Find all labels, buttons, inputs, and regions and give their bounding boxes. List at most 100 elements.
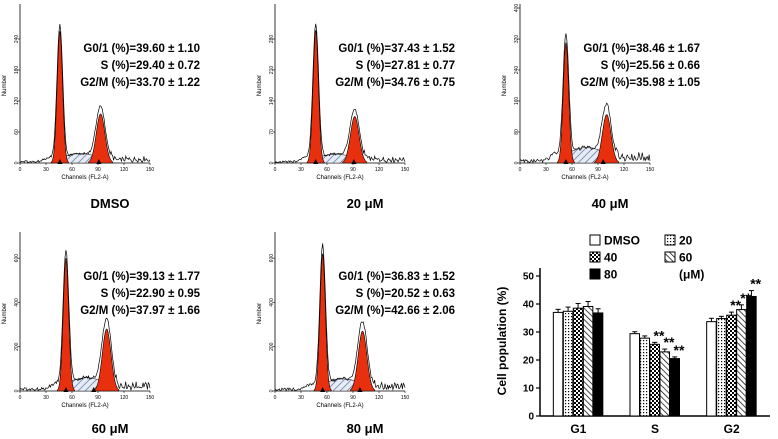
x-tick-label: 0 [19, 395, 22, 401]
gate-marker-triangle [351, 159, 357, 164]
y-tick-label: 240 [14, 35, 20, 44]
legend-swatch [589, 251, 601, 263]
x-category-label: G1 [570, 422, 586, 436]
histogram-svg: 0 200 400 600 0 30 60 90 120 150 Channels (FL2-A) N… [257, 232, 455, 409]
significance-star: ** [674, 342, 685, 358]
legend-unit: (μM) [679, 268, 704, 282]
legend-swatch [589, 268, 601, 280]
histogram-svg: 0 200 400 600 0 30 60 90 120 150 Channels (FL2-A) N… [2, 232, 201, 409]
phase-stat-label: G2/M (%)=33.70 ± 1.22 [80, 77, 200, 89]
phase-stat-label: G2/M (%)=42.66 ± 2.06 [335, 305, 455, 317]
y-tick-label: 140 [269, 97, 275, 106]
y-tick-label: 240 [514, 66, 520, 75]
x-tick-label: 30 [298, 167, 304, 173]
y-tick-label: 210 [269, 66, 275, 75]
x-tick-label: 90 [95, 395, 101, 401]
y-tick-label: 10 [523, 384, 535, 395]
phase-stat-label: S (%)=20.52 ± 0.63 [356, 288, 455, 300]
x-tick-label: 60 [569, 167, 575, 173]
histogram-svg: 0 60 120 180 240 0 30 60 90 120 150 Channels (FL2-A… [2, 4, 200, 181]
x-axis-label: Channels (FL2-A) [316, 403, 363, 409]
x-tick-label: 30 [543, 167, 549, 173]
y-tick-label: 40 [523, 300, 535, 311]
histogram-panel-80um: 0 200 400 600 0 30 60 90 120 150 Channels (FL2-A) N… [255, 228, 485, 439]
bar-chart-panel: 0 10 20 30 40 50 Cell population (%) G1 S G2 ** ** *… [490, 226, 778, 439]
y-axis-label: Number [2, 303, 8, 324]
phase-stat-label: G0/1 (%)=36.83 ± 1.52 [338, 271, 455, 283]
bar [639, 337, 650, 417]
bar [746, 295, 757, 417]
x-tick-label: 150 [401, 167, 410, 173]
g2-peak-fill [94, 328, 120, 392]
phase-stat-label: G0/1 (%)=37.43 ± 1.52 [338, 43, 455, 55]
y-tick-label: 600 [14, 254, 20, 263]
histogram-svg: 0 70 140 210 280 0 30 60 90 120 150 Channels (FL2-A… [257, 4, 456, 181]
y-axis-label: Number [502, 75, 508, 96]
phase-stat-label: G2/M (%)=35.98 ± 1.05 [580, 77, 700, 89]
x-tick-label: 120 [120, 395, 129, 401]
significance-star: ** [740, 290, 751, 306]
g2-peak-fill [350, 330, 375, 392]
g1-peak-fill [50, 31, 69, 164]
phase-stat-label: S (%)=22.90 ± 0.95 [101, 288, 201, 300]
histogram-panel-40um: 0 80 160 240 320 400 0 30 60 90 120 150 Channels (FL… [500, 0, 730, 215]
y-tick-label: 0 [514, 161, 520, 164]
x-tick-label: 150 [146, 167, 155, 173]
raw-histogram-line [19, 250, 151, 392]
y-axis-label: Number [257, 75, 263, 96]
x-tick-label: 150 [646, 167, 655, 173]
x-category-label: G2 [724, 422, 740, 436]
raw-histogram-line [274, 243, 406, 392]
phase-stat-label: G2/M (%)=34.76 ± 0.75 [335, 77, 455, 89]
x-tick-label: 120 [375, 167, 384, 173]
y-tick-label: 320 [514, 35, 520, 44]
panel-caption: 80 μM [346, 421, 384, 436]
y-tick-label: 120 [14, 97, 20, 106]
x-tick-label: 60 [324, 167, 330, 173]
gate-marker-triangle [313, 159, 319, 164]
legend-label: 80 [604, 268, 618, 282]
x-tick-label: 90 [95, 167, 101, 173]
panel-caption: 20 μM [346, 196, 384, 211]
g1-peak-fill [306, 30, 325, 164]
legend-label: 20 [679, 234, 693, 248]
significance-star: ** [750, 276, 761, 292]
y-tick-label: 0 [528, 412, 534, 423]
x-tick-label: 60 [69, 395, 75, 401]
x-tick-label: 30 [43, 167, 49, 173]
x-tick-label: 60 [69, 167, 75, 173]
gate-marker-triangle [357, 387, 363, 392]
legend-swatch [664, 251, 676, 263]
y-tick-label: 60 [14, 129, 20, 135]
x-tick-label: 30 [43, 395, 49, 401]
y-tick-label: 0 [14, 389, 20, 392]
raw-histogram-line [19, 24, 151, 164]
g2-peak-fill [88, 113, 114, 164]
x-axis-label: Channels (FL2-A) [316, 175, 363, 181]
y-axis-label: Cell population (%) [495, 287, 509, 396]
y-tick-label: 180 [14, 66, 20, 75]
bar [592, 312, 604, 417]
y-tick-label: 400 [269, 298, 275, 307]
gate-marker-triangle [600, 159, 606, 164]
y-axis-label: Number [2, 75, 8, 96]
y-tick-label: 400 [514, 4, 520, 13]
y-tick-label: 600 [269, 254, 275, 263]
y-tick-label: 400 [14, 298, 20, 307]
phase-stat-label: G0/1 (%)=38.46 ± 1.67 [583, 43, 700, 55]
phase-stat-label: G0/1 (%)=39.13 ± 1.77 [83, 271, 200, 283]
panel-caption: 60 μM [91, 421, 129, 436]
bar [582, 306, 594, 417]
legend-swatch [589, 234, 601, 246]
x-tick-label: 120 [375, 395, 384, 401]
g2-peak-fill [342, 116, 368, 164]
bar [726, 314, 737, 417]
significance-star: ** [664, 334, 675, 350]
gate-marker-triangle [563, 159, 569, 164]
panel-caption: 40 μM [591, 196, 629, 211]
gate-marker-triangle [96, 159, 102, 164]
histogram-svg: 0 80 160 240 320 400 0 30 60 90 120 150 Channels (FL… [502, 4, 701, 181]
x-tick-label: 0 [519, 167, 522, 173]
x-tick-label: 90 [350, 395, 356, 401]
histogram-panel-60um: 0 200 400 600 0 30 60 90 120 150 Channels (FL2-A) N… [0, 228, 230, 439]
